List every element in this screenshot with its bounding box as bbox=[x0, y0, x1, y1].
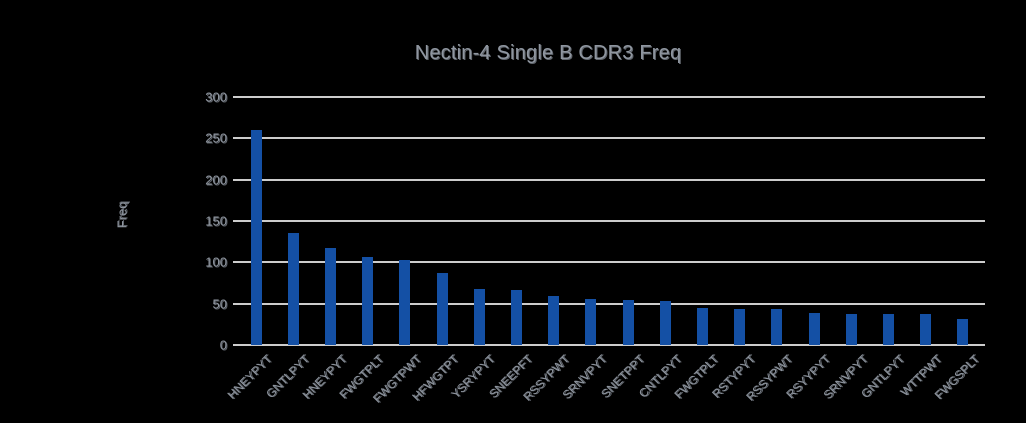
bar bbox=[585, 298, 597, 345]
bar bbox=[659, 301, 671, 345]
gridline bbox=[233, 302, 985, 305]
bar bbox=[771, 309, 783, 345]
gridline bbox=[233, 261, 985, 264]
y-tick-label: 50 bbox=[212, 296, 227, 312]
gridline bbox=[233, 220, 985, 222]
gridline bbox=[233, 344, 985, 346]
bar bbox=[362, 257, 374, 345]
bar bbox=[473, 288, 485, 345]
y-tick-label: 300 bbox=[205, 89, 227, 105]
bar bbox=[324, 248, 336, 345]
bar bbox=[510, 290, 522, 345]
y-tick-label: 250 bbox=[205, 130, 227, 146]
bar bbox=[250, 130, 262, 345]
bar bbox=[882, 313, 894, 345]
bar bbox=[734, 308, 746, 345]
bar bbox=[436, 273, 448, 345]
bar bbox=[399, 259, 411, 345]
bar bbox=[845, 313, 857, 345]
x-axis-tick-labels: HNEYPYT GNTLPYT HNEYPYT FWGTPLT FWGTPWT HFWGT… bbox=[225, 345, 985, 423]
bar bbox=[920, 313, 932, 345]
plot-area bbox=[233, 96, 985, 346]
bar bbox=[287, 233, 299, 345]
y-axis-title: Freq bbox=[114, 201, 130, 229]
gridline bbox=[233, 137, 985, 140]
y-tick-label: 0 bbox=[219, 337, 227, 353]
bar bbox=[696, 307, 708, 345]
y-tick-label: 100 bbox=[205, 254, 227, 270]
bar bbox=[957, 319, 969, 345]
bar bbox=[622, 299, 634, 345]
y-tick-label: 200 bbox=[205, 172, 227, 188]
gridline bbox=[233, 178, 985, 181]
bar bbox=[808, 312, 820, 345]
bar bbox=[548, 296, 560, 345]
gridline bbox=[233, 96, 985, 98]
y-tick-label: 150 bbox=[205, 213, 227, 229]
chart-title: Nectin-4 Single B CDR3 Freq bbox=[414, 42, 682, 64]
